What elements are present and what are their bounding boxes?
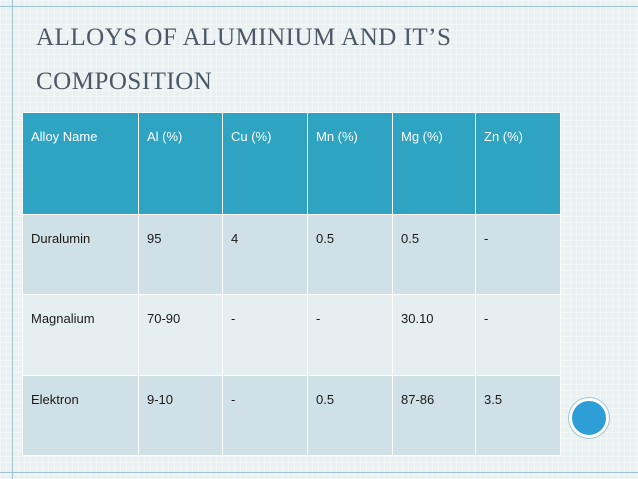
table-cell: 87-86: [392, 374, 476, 457]
table-row: Duralumin 95 4 0.5 0.5-: [22, 213, 561, 296]
table-cell: -: [475, 213, 561, 296]
table-row: Magnalium 70-90- -30.10-: [22, 294, 561, 376]
header-cell: Alloy Name: [22, 112, 139, 215]
frame-line: [12, 0, 13, 479]
table-cell: 0.5: [392, 213, 476, 296]
header-cell: Zn (%): [475, 112, 561, 215]
table-cell: -: [222, 374, 308, 457]
table-row: Elektron 9-10-0.5 87-86 3.5: [22, 374, 561, 457]
header-cell: Mn (%): [307, 112, 393, 215]
table-cell: -: [475, 294, 561, 376]
table-cell: 3.5: [475, 374, 561, 457]
header-cell: Mg (%): [392, 112, 476, 215]
table-cell: 4: [222, 213, 308, 296]
header-row: Alloy Name Al (%) Cu (%) Mn (%) Mg (%) Zn (%): [22, 112, 561, 215]
table-cell: Magnalium: [22, 294, 139, 376]
header-cell: Al (%): [138, 112, 223, 215]
table-cell: 0.5: [307, 213, 393, 296]
table-cell: 95: [138, 213, 223, 296]
table-cell: 9-10: [138, 374, 223, 457]
table-cell: -: [222, 294, 308, 376]
table-cell: 0.5: [307, 374, 393, 457]
table-cell: -: [307, 294, 393, 376]
header-cell: Cu (%): [222, 112, 308, 215]
table-cell: 70-90: [138, 294, 223, 376]
decor-circle: [569, 398, 609, 438]
table-cell: 30.10: [392, 294, 476, 376]
table-cell: Elektron: [22, 374, 139, 457]
table-cell: Duralumin: [22, 213, 139, 296]
slide-title: ALLOYS OF ALUMINIUM AND IT’S COMPOSITION: [36, 24, 452, 95]
frame-line: [0, 6, 638, 7]
table-body: Duralumin 95 4 0.5 0.5- Magnalium 70-90- -30.10…: [22, 213, 561, 457]
frame-line: [0, 472, 638, 473]
alloy-table: Alloy Name Al (%) Cu (%) Mn (%) Mg (%) Zn (%)…: [22, 112, 561, 457]
